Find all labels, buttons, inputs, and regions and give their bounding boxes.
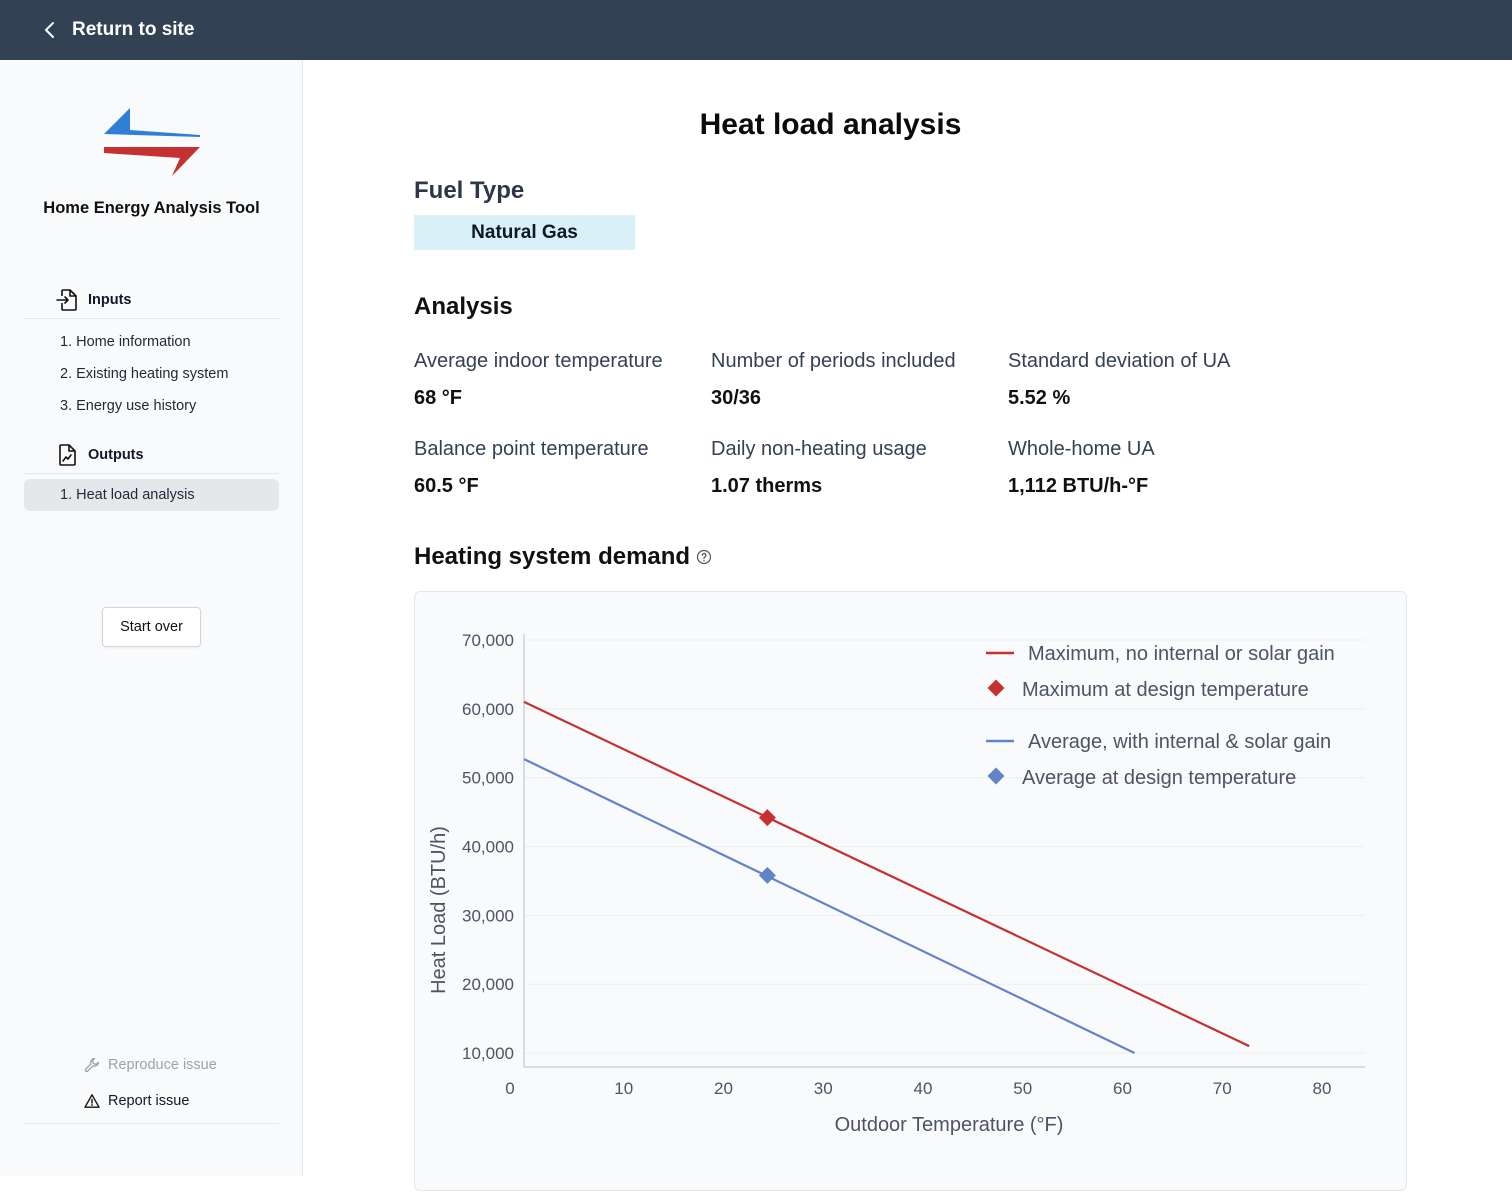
warning-triangle-icon — [84, 1094, 100, 1108]
page-title: Heat load analysis — [699, 108, 962, 141]
stat-whole-home-ua: Whole-home UA 1,112 BTU/h-°F — [1008, 438, 1298, 498]
stat-value: 1.07 therms — [711, 475, 823, 497]
x-tick-label: 0 — [505, 1079, 514, 1098]
reproduce-issue-label: Reproduce issue — [108, 1057, 217, 1073]
stat-daily-non-heating-usage: Daily non-heating usage 1.07 therms — [711, 438, 1001, 498]
report-issue-link[interactable]: Report issue — [84, 1093, 189, 1109]
design-point-0 — [758, 809, 776, 827]
stat-number-of-periods: Number of periods included 30/36 — [711, 350, 1001, 410]
heating-system-demand-title: Heating system demand — [414, 543, 691, 570]
y-tick-label: 20,000 — [462, 975, 514, 994]
stat-label: Number of periods included — [711, 350, 956, 372]
y-tick-label: 60,000 — [462, 700, 514, 719]
y-tick-label: 70,000 — [462, 631, 514, 650]
series-line-0 — [523, 700, 1250, 1048]
stat-label: Standard deviation of UA — [1008, 350, 1231, 372]
stat-balance-point-temperature: Balance point temperature 60.5 °F — [414, 438, 704, 498]
sidebar-section-inputs[interactable]: Inputs — [24, 281, 279, 319]
stat-standard-deviation-ua: Standard deviation of UA 5.52 % — [1008, 350, 1298, 410]
wrench-icon — [84, 1057, 99, 1073]
sidebar-item-heat-load-analysis[interactable]: 1. Heat load analysis — [24, 479, 279, 511]
legend-swatch-max-point — [987, 679, 1005, 697]
fuel-type-badge: Natural Gas — [414, 215, 635, 250]
x-tick-label: 20 — [714, 1079, 733, 1098]
return-to-site-link[interactable]: Return to site — [40, 19, 194, 41]
x-tick-label: 70 — [1213, 1079, 1232, 1098]
file-import-icon — [56, 288, 77, 311]
y-tick-label: 10,000 — [462, 1044, 514, 1063]
chevron-left-icon — [45, 22, 54, 38]
x-tick-label: 30 — [814, 1079, 833, 1098]
y-tick-label: 50,000 — [462, 769, 514, 788]
sidebar: Home Energy Analysis Tool Inputs 1. Home… — [0, 60, 303, 1176]
stat-value: 60.5 °F — [414, 475, 479, 497]
heating-system-demand-heading: Heating system demand — [414, 543, 712, 571]
x-axis-label: Outdoor Temperature (°F) — [835, 1114, 1064, 1136]
x-tick-label: 40 — [914, 1079, 933, 1098]
x-tick-label: 50 — [1013, 1079, 1032, 1098]
sidebar-item-existing-heating-system[interactable]: 2. Existing heating system — [60, 366, 229, 382]
main-content: Heat load analysis Fuel Type Natural Gas… — [303, 60, 1512, 1191]
stat-label: Daily non-heating usage — [711, 438, 927, 460]
stat-label: Average indoor temperature — [414, 350, 663, 372]
stat-label: Balance point temperature — [414, 438, 649, 460]
series-line-1 — [523, 758, 1135, 1054]
sidebar-item-home-information[interactable]: 1. Home information — [60, 334, 191, 350]
fuel-type-heading: Fuel Type — [414, 177, 525, 204]
sidebar-inputs-label: Inputs — [88, 291, 132, 308]
legend-label-avg-point: Average at design temperature — [1022, 767, 1296, 789]
top-bar: Return to site — [0, 0, 1512, 60]
reproduce-issue-link[interactable]: Reproduce issue — [84, 1057, 217, 1073]
design-point-1 — [758, 866, 776, 884]
y-tick-label: 40,000 — [462, 838, 514, 857]
y-axis-label: Heat Load (BTU/h) — [428, 826, 450, 994]
start-over-button[interactable]: Start over — [102, 607, 201, 647]
stat-label: Whole-home UA — [1008, 438, 1155, 460]
legend-label-avg-line: Average, with internal & solar gain — [1028, 731, 1331, 753]
app-brand-name: Home Energy Analysis Tool — [43, 199, 260, 217]
return-to-site-label: Return to site — [72, 19, 195, 40]
legend-label-max-point: Maximum at design temperature — [1022, 679, 1309, 701]
legend-swatch-avg-point — [987, 767, 1005, 785]
x-tick-label: 60 — [1113, 1079, 1132, 1098]
report-issue-label: Report issue — [108, 1093, 190, 1109]
stat-average-indoor-temperature: Average indoor temperature 68 °F — [414, 350, 704, 410]
heating-demand-chart: 10,000 20,000 30,000 40,000 50,000 60,000 70,0… — [428, 631, 1365, 1136]
sidebar-section-outputs[interactable]: Outputs — [24, 436, 279, 474]
stat-value: 5.52 % — [1008, 387, 1071, 409]
stat-value: 1,112 BTU/h-°F — [1008, 475, 1149, 497]
analysis-heading: Analysis — [414, 293, 513, 320]
x-tick-label: 80 — [1313, 1079, 1332, 1098]
sidebar-footer-divider — [24, 1123, 279, 1124]
file-chart-icon — [59, 443, 76, 466]
sidebar-item-energy-use-history[interactable]: 3. Energy use history — [60, 398, 197, 414]
legend-label-max-line: Maximum, no internal or solar gain — [1028, 643, 1335, 665]
stat-value: 30/36 — [711, 387, 762, 409]
help-circle-icon[interactable] — [696, 549, 712, 565]
y-tick-label: 30,000 — [462, 906, 514, 925]
heating-demand-chart-card: 10,000 20,000 30,000 40,000 50,000 60,000 70,0… — [414, 591, 1407, 1191]
app-logo — [104, 108, 200, 176]
sidebar-outputs-label: Outputs — [88, 446, 144, 463]
x-tick-label: 10 — [614, 1079, 633, 1098]
stat-value: 68 °F — [414, 387, 463, 409]
